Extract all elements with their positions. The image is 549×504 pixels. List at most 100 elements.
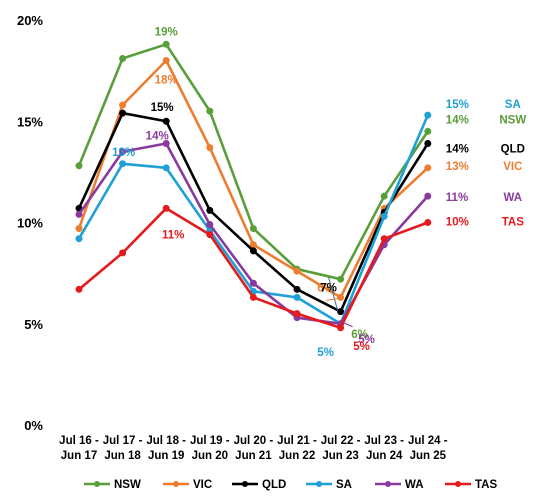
y-tick-label: 20% <box>17 13 43 28</box>
data-point <box>249 241 257 249</box>
series-end-label: NSW <box>499 114 526 126</box>
data-point <box>206 221 214 229</box>
data-label: 13% <box>446 161 469 173</box>
series-tas <box>75 204 432 332</box>
legend-marker <box>173 481 179 487</box>
data-point <box>380 235 388 243</box>
series-end-label: QLD <box>501 144 525 156</box>
data-point <box>424 140 432 148</box>
data-point <box>162 140 170 148</box>
data-point <box>119 109 127 117</box>
series-end-label: SA <box>505 99 521 111</box>
data-label: 14% <box>146 131 169 143</box>
data-point <box>337 324 345 332</box>
data-point <box>162 40 170 48</box>
series-lines <box>75 40 432 332</box>
leader-line <box>328 277 339 311</box>
data-point <box>424 192 432 200</box>
y-tick-label: 15% <box>17 114 43 129</box>
x-tick-label: Jul 23 -Jun 24 <box>364 435 404 462</box>
legend-marker <box>455 481 461 487</box>
legend-item-nsw: NSW <box>84 479 141 491</box>
data-label: 5% <box>317 347 334 359</box>
x-tick-label: Jul 16 -Jun 17 <box>59 435 99 462</box>
data-label: 19% <box>155 26 178 38</box>
data-point <box>293 310 301 318</box>
data-point <box>206 231 214 239</box>
data-label: 7% <box>320 283 337 295</box>
data-point <box>337 293 345 301</box>
legend-label: WA <box>405 479 424 491</box>
legend-label: NSW <box>114 479 141 491</box>
data-label: 15% <box>151 102 174 114</box>
data-point <box>424 127 432 135</box>
data-point <box>119 249 127 257</box>
data-label: 13% <box>112 147 135 159</box>
legend-marker <box>242 481 248 487</box>
y-tick-label: 5% <box>24 317 43 332</box>
series-vic <box>75 57 432 301</box>
x-tick-label: Jul 18 -Jun 19 <box>146 435 186 462</box>
legend-item-wa: WA <box>375 479 424 491</box>
series-qld <box>75 109 432 316</box>
data-point <box>75 285 83 293</box>
legend-marker <box>94 481 100 487</box>
data-label: 14% <box>446 114 469 126</box>
x-tick-label: Jul 21 -Jun 22 <box>277 435 317 462</box>
data-label: 5% <box>358 334 375 346</box>
data-point <box>206 107 214 115</box>
series-end-label: WA <box>504 192 523 204</box>
data-point <box>75 235 83 243</box>
legend-marker <box>316 481 322 487</box>
data-point <box>293 267 301 275</box>
y-axis-ticks: 0% 5% 10% 15% 20% <box>17 13 43 433</box>
legend-item-qld: QLD <box>232 479 286 491</box>
legend-label: VIC <box>193 479 212 491</box>
data-label: 11% <box>162 229 184 241</box>
series-end-label: VIC <box>503 161 522 173</box>
data-point <box>119 54 127 62</box>
x-tick-label: Jul 22 -Jun 23 <box>321 435 361 462</box>
data-label: 15% <box>446 99 469 111</box>
data-label: 10% <box>446 217 469 229</box>
x-tick-label: Jul 24 -Jun 25 <box>408 435 448 462</box>
legend-item-tas: TAS <box>445 479 497 491</box>
y-tick-label: 0% <box>24 418 43 433</box>
y-tick-label: 10% <box>17 216 43 231</box>
data-point <box>119 160 127 168</box>
legend-label: SA <box>336 479 352 491</box>
data-label: 6% <box>351 329 368 341</box>
series-end-label: TAS <box>502 217 524 229</box>
data-point <box>75 210 83 218</box>
data-point <box>380 212 388 220</box>
data-point <box>424 164 432 172</box>
legend-marker <box>385 481 391 487</box>
data-label: 6% <box>317 282 334 294</box>
data-point <box>119 148 127 156</box>
data-point <box>249 225 257 233</box>
data-point <box>162 117 170 125</box>
data-label: 14% <box>446 144 469 156</box>
series-sa <box>75 111 432 328</box>
legend-item-sa: SA <box>306 479 352 491</box>
data-point <box>206 206 214 214</box>
x-tick-label: Jul 19 -Jun 20 <box>190 435 230 462</box>
data-point <box>162 204 170 212</box>
data-point <box>75 162 83 170</box>
legend-item-vic: VIC <box>163 479 212 491</box>
data-point <box>337 308 345 316</box>
data-point <box>249 247 257 255</box>
data-label: 11% <box>446 192 468 204</box>
data-point <box>380 192 388 200</box>
legend-label: TAS <box>475 479 497 491</box>
data-point <box>162 57 170 64</box>
data-point <box>162 164 170 172</box>
data-point <box>337 275 345 283</box>
leader-line <box>326 297 339 301</box>
data-labels: 19% 6% 14% NSW 18% 6% 13% VIC 15% 7% 14% QLD 13% 5% 15… <box>112 26 526 358</box>
data-point <box>293 293 301 301</box>
legend: NSW VIC QLD SA WA TAS <box>84 479 497 491</box>
data-point <box>424 111 432 119</box>
data-point <box>424 219 432 226</box>
